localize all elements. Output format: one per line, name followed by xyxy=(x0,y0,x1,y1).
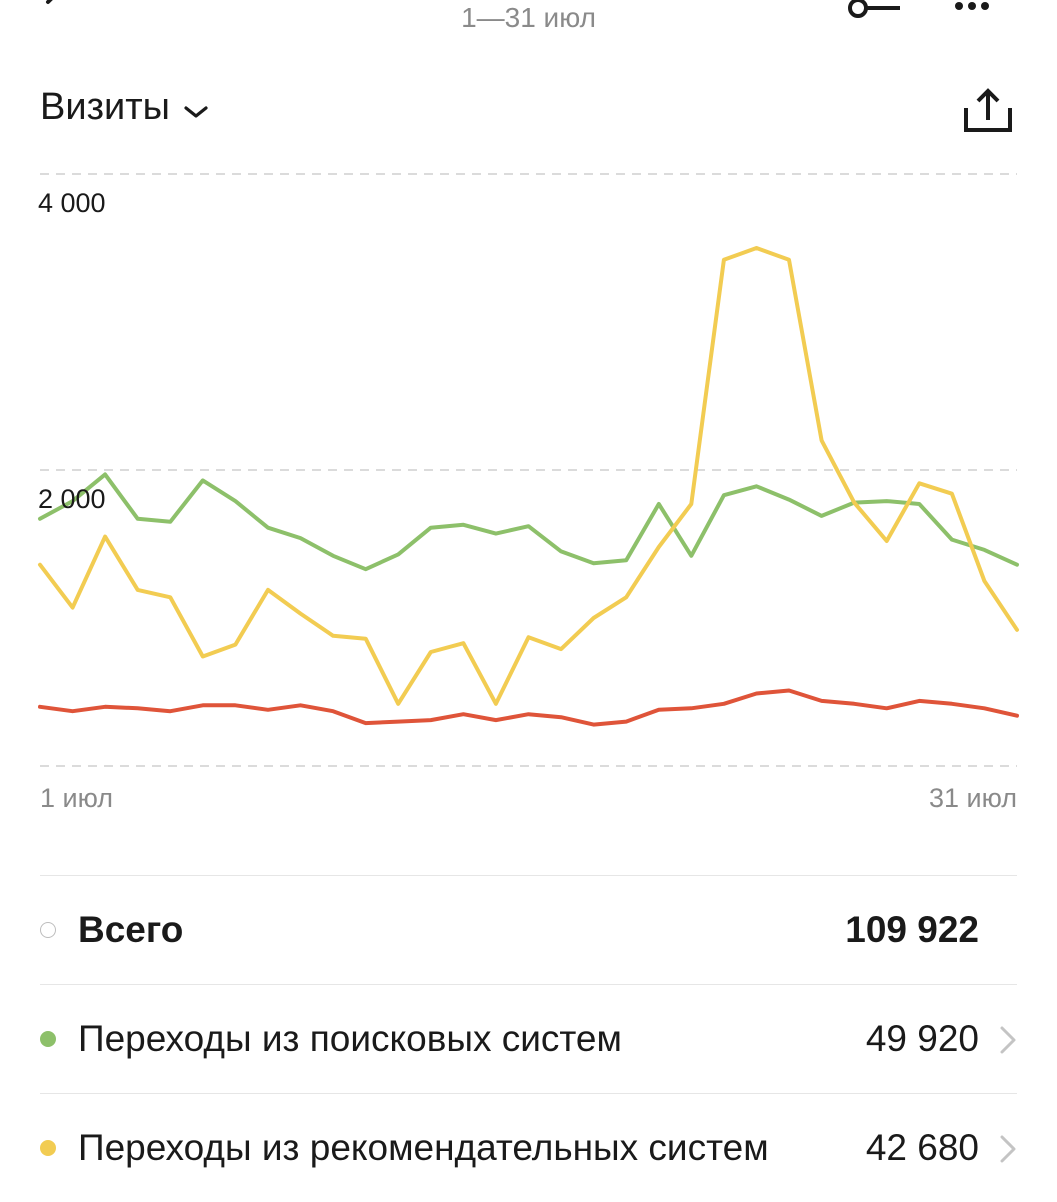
legend-value-recommendations: 42 680 xyxy=(865,1127,979,1168)
series-line-1 xyxy=(38,246,1019,706)
visits-line-chart: 4 000 2 000 1 июл 31 июл xyxy=(38,173,1019,813)
chevron-down-icon xyxy=(184,105,208,118)
legend-label-recommendations: Переходы из рекомендательных систем xyxy=(78,1127,769,1168)
y-tick-label: 2 000 xyxy=(38,484,106,514)
legend-row-search[interactable]: Переходы из поисковых систем 49 920 xyxy=(40,984,1017,1093)
legend-value-search: 49 920 xyxy=(865,1018,979,1059)
series-line-2 xyxy=(38,688,1019,727)
date-range-label: 1—31 июл xyxy=(461,2,596,33)
x-tick-label: 31 июл xyxy=(929,783,1017,813)
filter-slider-icon[interactable] xyxy=(842,0,904,18)
metric-selector[interactable]: Визиты xyxy=(40,86,208,129)
chevron-right-icon xyxy=(1000,1135,1016,1163)
share-export-icon[interactable] xyxy=(960,86,1016,136)
chevron-right-icon xyxy=(1000,1026,1016,1054)
legend-marker-recommendations xyxy=(40,1140,56,1156)
legend-row-total: Всего 109 922 xyxy=(40,875,1017,984)
legend-value-total: 109 922 xyxy=(845,909,979,950)
legend-row-recommendations[interactable]: Переходы из рекомендательных систем 42 6… xyxy=(40,1093,1017,1202)
more-dots-icon[interactable] xyxy=(952,0,992,14)
metric-title: Визиты xyxy=(40,86,170,128)
legend-label-total: Всего xyxy=(78,909,184,950)
legend-label-search: Переходы из поисковых систем xyxy=(78,1018,622,1059)
legend-marker-total xyxy=(40,922,56,938)
x-tick-label: 1 июл xyxy=(40,783,113,813)
legend-marker-search xyxy=(40,1031,56,1047)
y-tick-label: 4 000 xyxy=(38,188,106,218)
